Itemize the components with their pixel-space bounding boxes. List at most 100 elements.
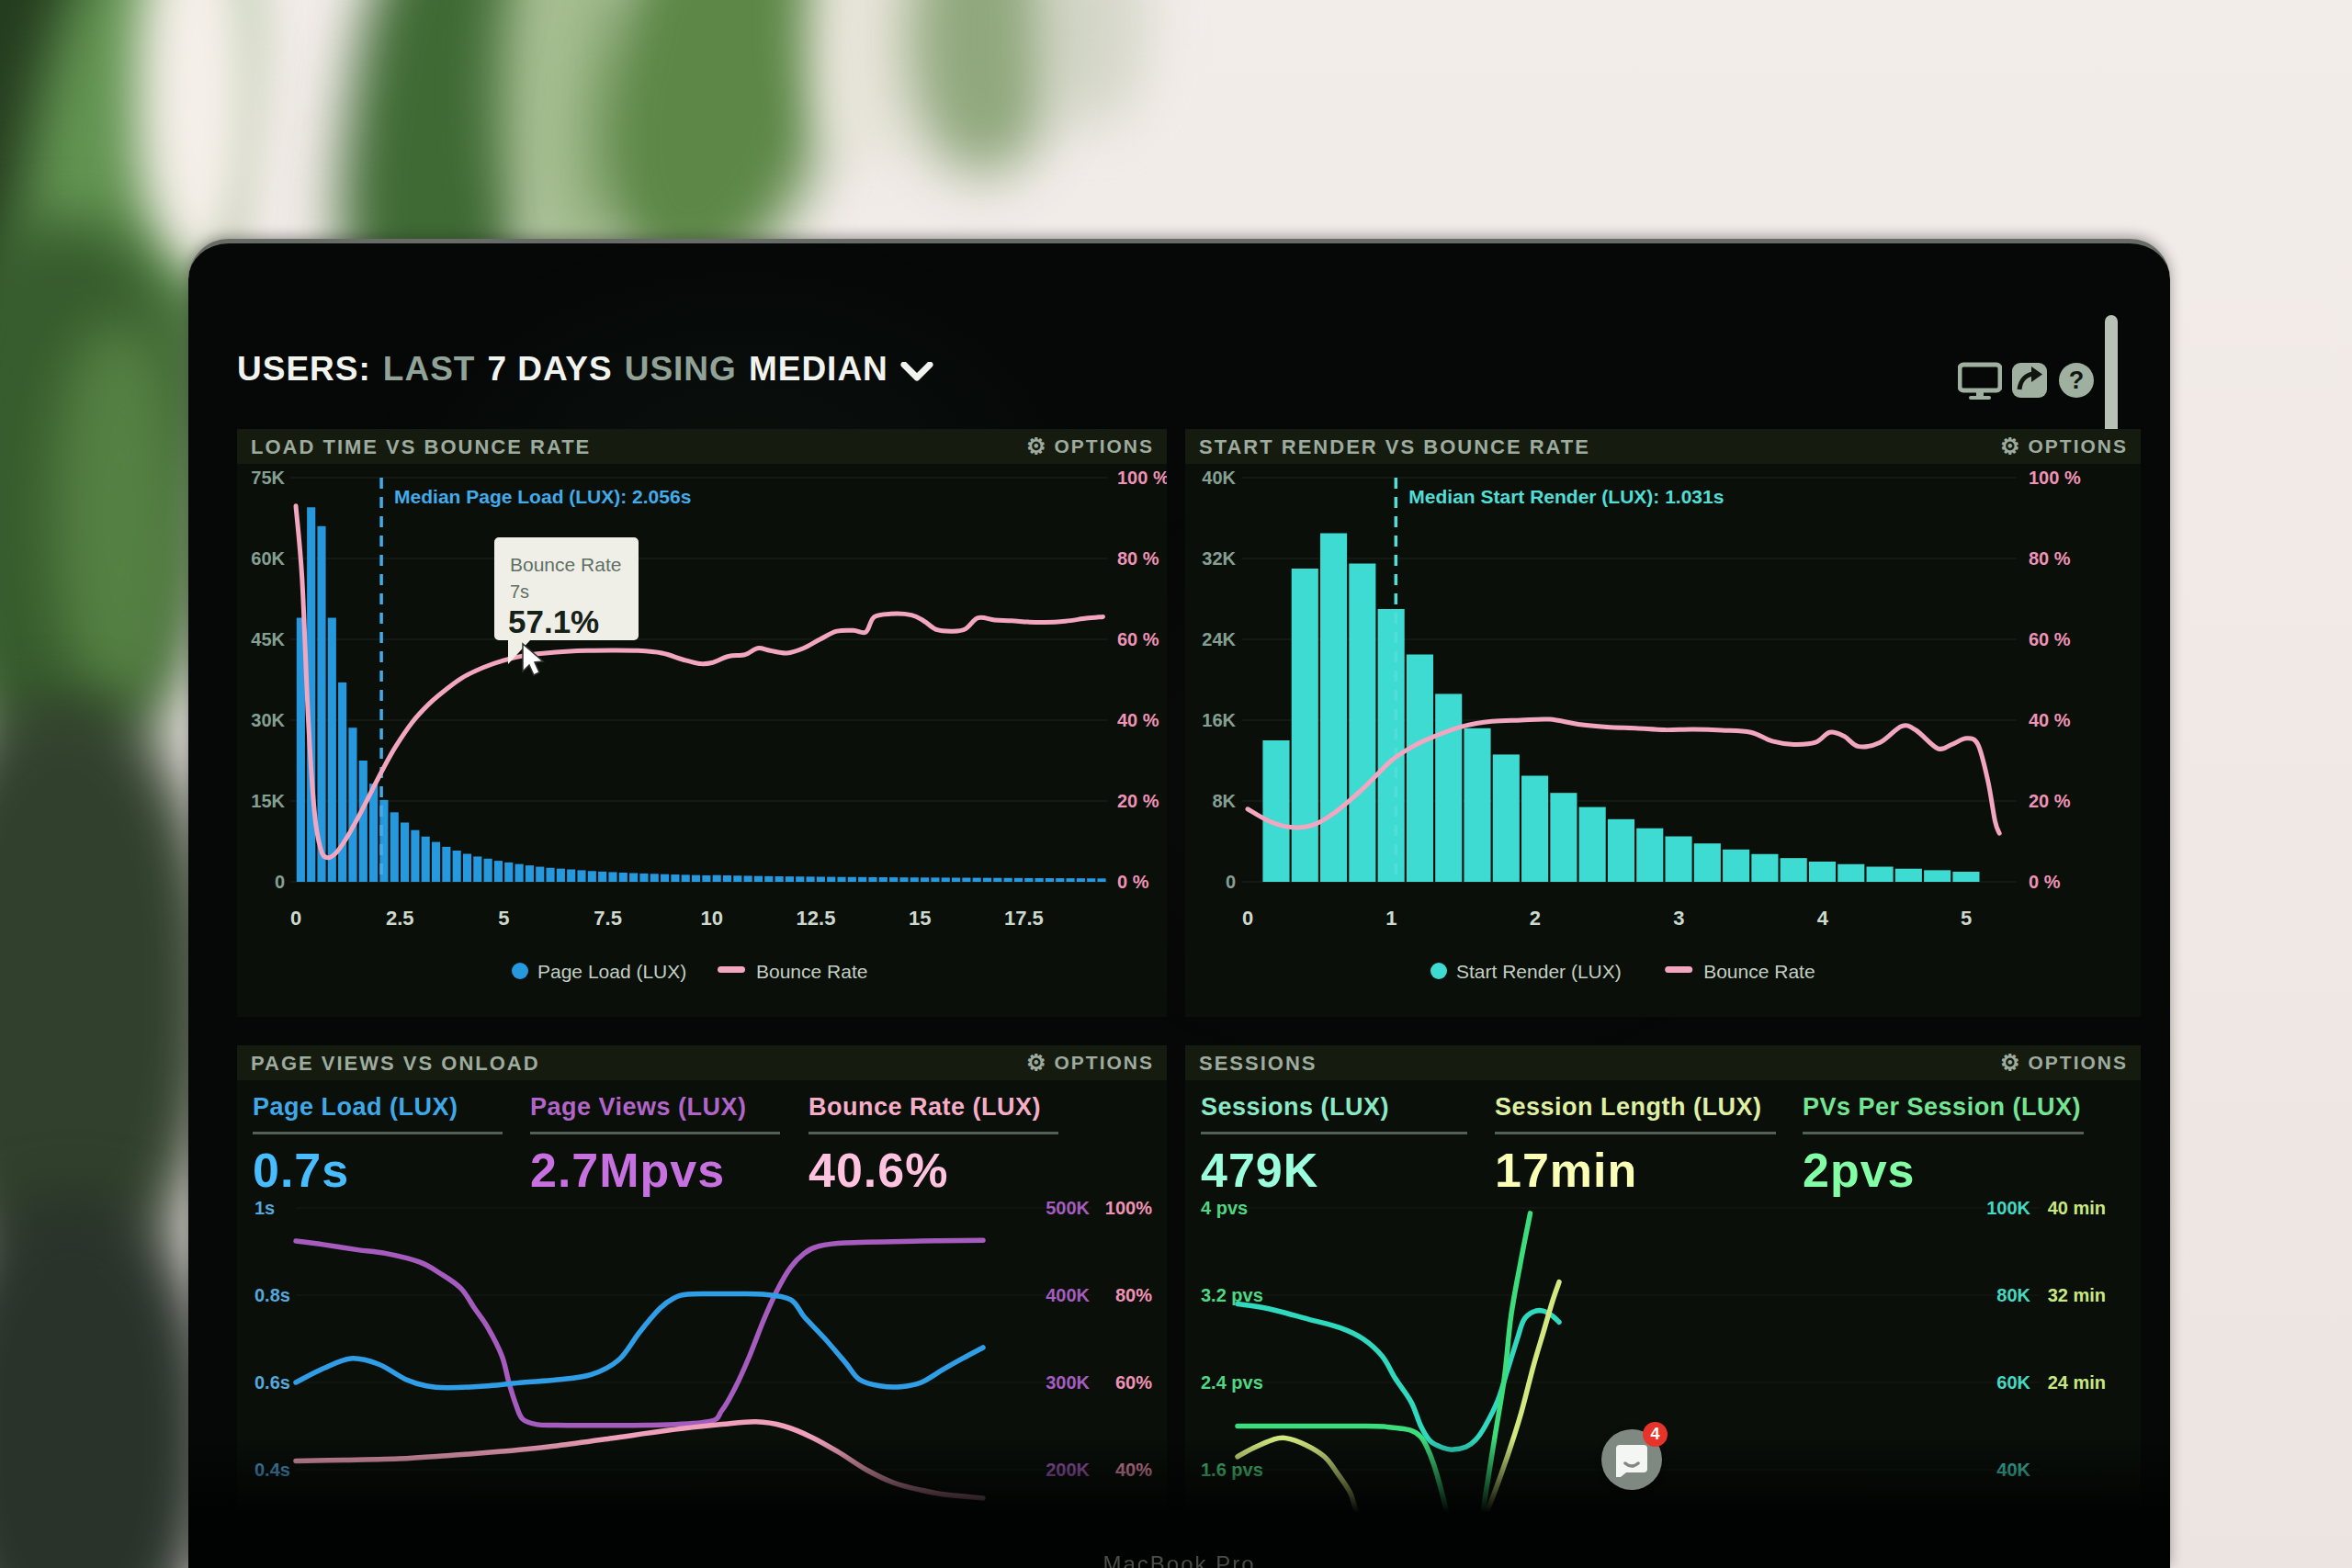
svg-text:75K: 75K [251, 468, 285, 488]
share-icon[interactable] [2012, 363, 2047, 398]
svg-text:Bounce Rate: Bounce Rate [1703, 961, 1815, 982]
svg-text:45K: 45K [251, 629, 285, 649]
metric-page-views: Page Views (LUX) 2.7Mpvs [530, 1093, 780, 1198]
svg-text:0.4s: 0.4s [254, 1460, 290, 1480]
metric-underline [1803, 1132, 2084, 1134]
svg-text:60 %: 60 % [1117, 629, 1159, 649]
svg-text:80%: 80% [1115, 1285, 1152, 1305]
panel-sessions: SESSIONS ⚙ OPTIONS 4 pvs 100K 40 min 3.2 pv… [1185, 1045, 2141, 1565]
svg-text:4: 4 [1817, 907, 1829, 930]
gear-icon: ⚙ [1026, 1050, 1046, 1076]
svg-text:40K: 40K [1202, 468, 1236, 488]
options-button[interactable]: ⚙ OPTIONS [2000, 429, 2128, 464]
panel-page-views-vs-onload: PAGE VIEWS VS ONLOAD ⚙ OPTIONS 1s500K100… [237, 1045, 1167, 1565]
plant-leaf [910, 0, 1057, 175]
panel-start-render-vs-bounce-rate: START RENDER VS BOUNCE RATE ⚙ OPTIONS 40… [1185, 429, 2141, 1017]
svg-text:24K: 24K [1202, 629, 1236, 649]
svg-text:300K: 300K [1046, 1372, 1090, 1393]
svg-text:40 %: 40 % [2029, 710, 2071, 730]
options-button[interactable]: ⚙ OPTIONS [1026, 429, 1154, 464]
svg-text:3: 3 [1673, 907, 1684, 930]
svg-text:Bounce Rate: Bounce Rate [756, 961, 867, 982]
chat-bubble-icon [1615, 1444, 1648, 1477]
plant-leaf [1038, 0, 1148, 129]
svg-text:7s: 7s [510, 581, 529, 602]
metric-bounce-rate: Bounce Rate (LUX) 40.6% [808, 1093, 1058, 1198]
svg-text:20 %: 20 % [1117, 791, 1159, 811]
svg-text:80 %: 80 % [2029, 548, 2071, 569]
svg-text:3.2 pvs: 3.2 pvs [1201, 1285, 1263, 1305]
svg-text:16K: 16K [1202, 710, 1236, 730]
gear-icon: ⚙ [1026, 434, 1046, 459]
svg-text:60K: 60K [1996, 1372, 2030, 1393]
svg-text:80 %: 80 % [1117, 548, 1159, 569]
gear-icon: ⚙ [2000, 1050, 2020, 1076]
users-median-dropdown[interactable]: USERS: LAST 7 DAYS USING MEDIAN [237, 350, 933, 389]
svg-text:24 min: 24 min [2048, 1372, 2106, 1393]
svg-text:4 pvs: 4 pvs [1201, 1198, 1248, 1218]
svg-text:0 %: 0 % [1117, 872, 1149, 892]
metric-session-length: Session Length (LUX) 17min [1495, 1093, 1776, 1198]
help-icon[interactable]: ? [2059, 363, 2094, 398]
header-users: USERS: [237, 350, 371, 389]
chart-start-render-vs-bounce-rate[interactable]: 40K100 %32K80 %24K60 %16K40 %8K20 %00 %0… [1185, 464, 2141, 1017]
svg-text:40K: 40K [1996, 1460, 2030, 1480]
panel-title: SESSIONS [1185, 1045, 2141, 1080]
svg-text:40%: 40% [1115, 1460, 1152, 1480]
svg-text:15: 15 [909, 907, 931, 930]
svg-text:40 min: 40 min [2048, 1198, 2106, 1218]
svg-text:5: 5 [498, 907, 509, 930]
options-button[interactable]: ⚙ OPTIONS [2000, 1045, 2128, 1080]
svg-text:0 %: 0 % [2029, 872, 2061, 892]
plant-leaf [138, 0, 257, 276]
chart-load-time-vs-bounce-rate[interactable]: 75K100 %60K80 %45K60 %30K40 %15K20 %00 %… [237, 464, 1167, 1017]
metric-underline [253, 1132, 503, 1134]
svg-text:8K: 8K [1212, 791, 1236, 811]
plant-leaf [55, 321, 184, 707]
svg-text:2: 2 [1530, 907, 1541, 930]
svg-text:15K: 15K [251, 791, 285, 811]
svg-text:30K: 30K [251, 710, 285, 730]
svg-text:1s: 1s [254, 1198, 275, 1218]
panel-title: START RENDER VS BOUNCE RATE [1185, 429, 2141, 464]
header-median: MEDIAN [749, 350, 888, 389]
svg-text:57.1%: 57.1% [508, 604, 599, 639]
svg-text:Bounce Rate: Bounce Rate [510, 554, 621, 575]
svg-text:2.5: 2.5 [386, 907, 414, 930]
chevron-down-icon [900, 362, 933, 382]
svg-text:60 %: 60 % [2029, 629, 2071, 649]
metric-pvs-per-session: PVs Per Session (LUX) 2pvs [1803, 1093, 2084, 1198]
header-using: USING [625, 350, 737, 389]
svg-text:1.6 pvs: 1.6 pvs [1201, 1460, 1263, 1480]
metric-underline [1495, 1132, 1776, 1134]
svg-text:5: 5 [1961, 907, 1972, 930]
laptop-screen: USERS: LAST 7 DAYS USING MEDIAN ? LOAD T… [188, 239, 2170, 1568]
svg-text:1: 1 [1385, 907, 1396, 930]
metric-page-load: Page Load (LUX) 0.7s [253, 1093, 503, 1198]
unread-badge: 4 [1643, 1422, 1668, 1447]
options-button[interactable]: ⚙ OPTIONS [1026, 1045, 1154, 1080]
svg-text:0: 0 [1226, 872, 1236, 892]
display-icon[interactable] [1958, 361, 2002, 400]
chat-launcher[interactable]: 4 [1601, 1429, 1662, 1490]
svg-text:7.5: 7.5 [594, 907, 622, 930]
svg-text:2.4 pvs: 2.4 pvs [1201, 1372, 1263, 1393]
svg-text:500K: 500K [1046, 1198, 1090, 1218]
svg-text:20 %: 20 % [2029, 791, 2071, 811]
panel-load-time-vs-bounce-rate: LOAD TIME VS BOUNCE RATE ⚙ OPTIONS 75K10… [237, 429, 1167, 1017]
svg-text:60%: 60% [1115, 1372, 1152, 1393]
plant-leaf [0, 1194, 211, 1568]
metric-underline [530, 1132, 780, 1134]
svg-text:32 min: 32 min [2048, 1285, 2106, 1305]
gear-icon: ⚙ [2000, 434, 2020, 459]
svg-text:100%: 100% [1105, 1198, 1152, 1218]
svg-text:80K: 80K [1996, 1285, 2030, 1305]
svg-text:0.6s: 0.6s [254, 1372, 290, 1393]
svg-text:Median Page Load (LUX): 2.056s: Median Page Load (LUX): 2.056s [394, 486, 691, 507]
metric-sessions: Sessions (LUX) 479K [1201, 1093, 1467, 1198]
svg-text:60K: 60K [251, 548, 285, 569]
svg-text:100K: 100K [1986, 1198, 2030, 1218]
svg-text:?: ? [2069, 367, 2085, 394]
metric-underline [1201, 1132, 1467, 1134]
laptop-brand-label: MacBook Pro [188, 1551, 2170, 1568]
